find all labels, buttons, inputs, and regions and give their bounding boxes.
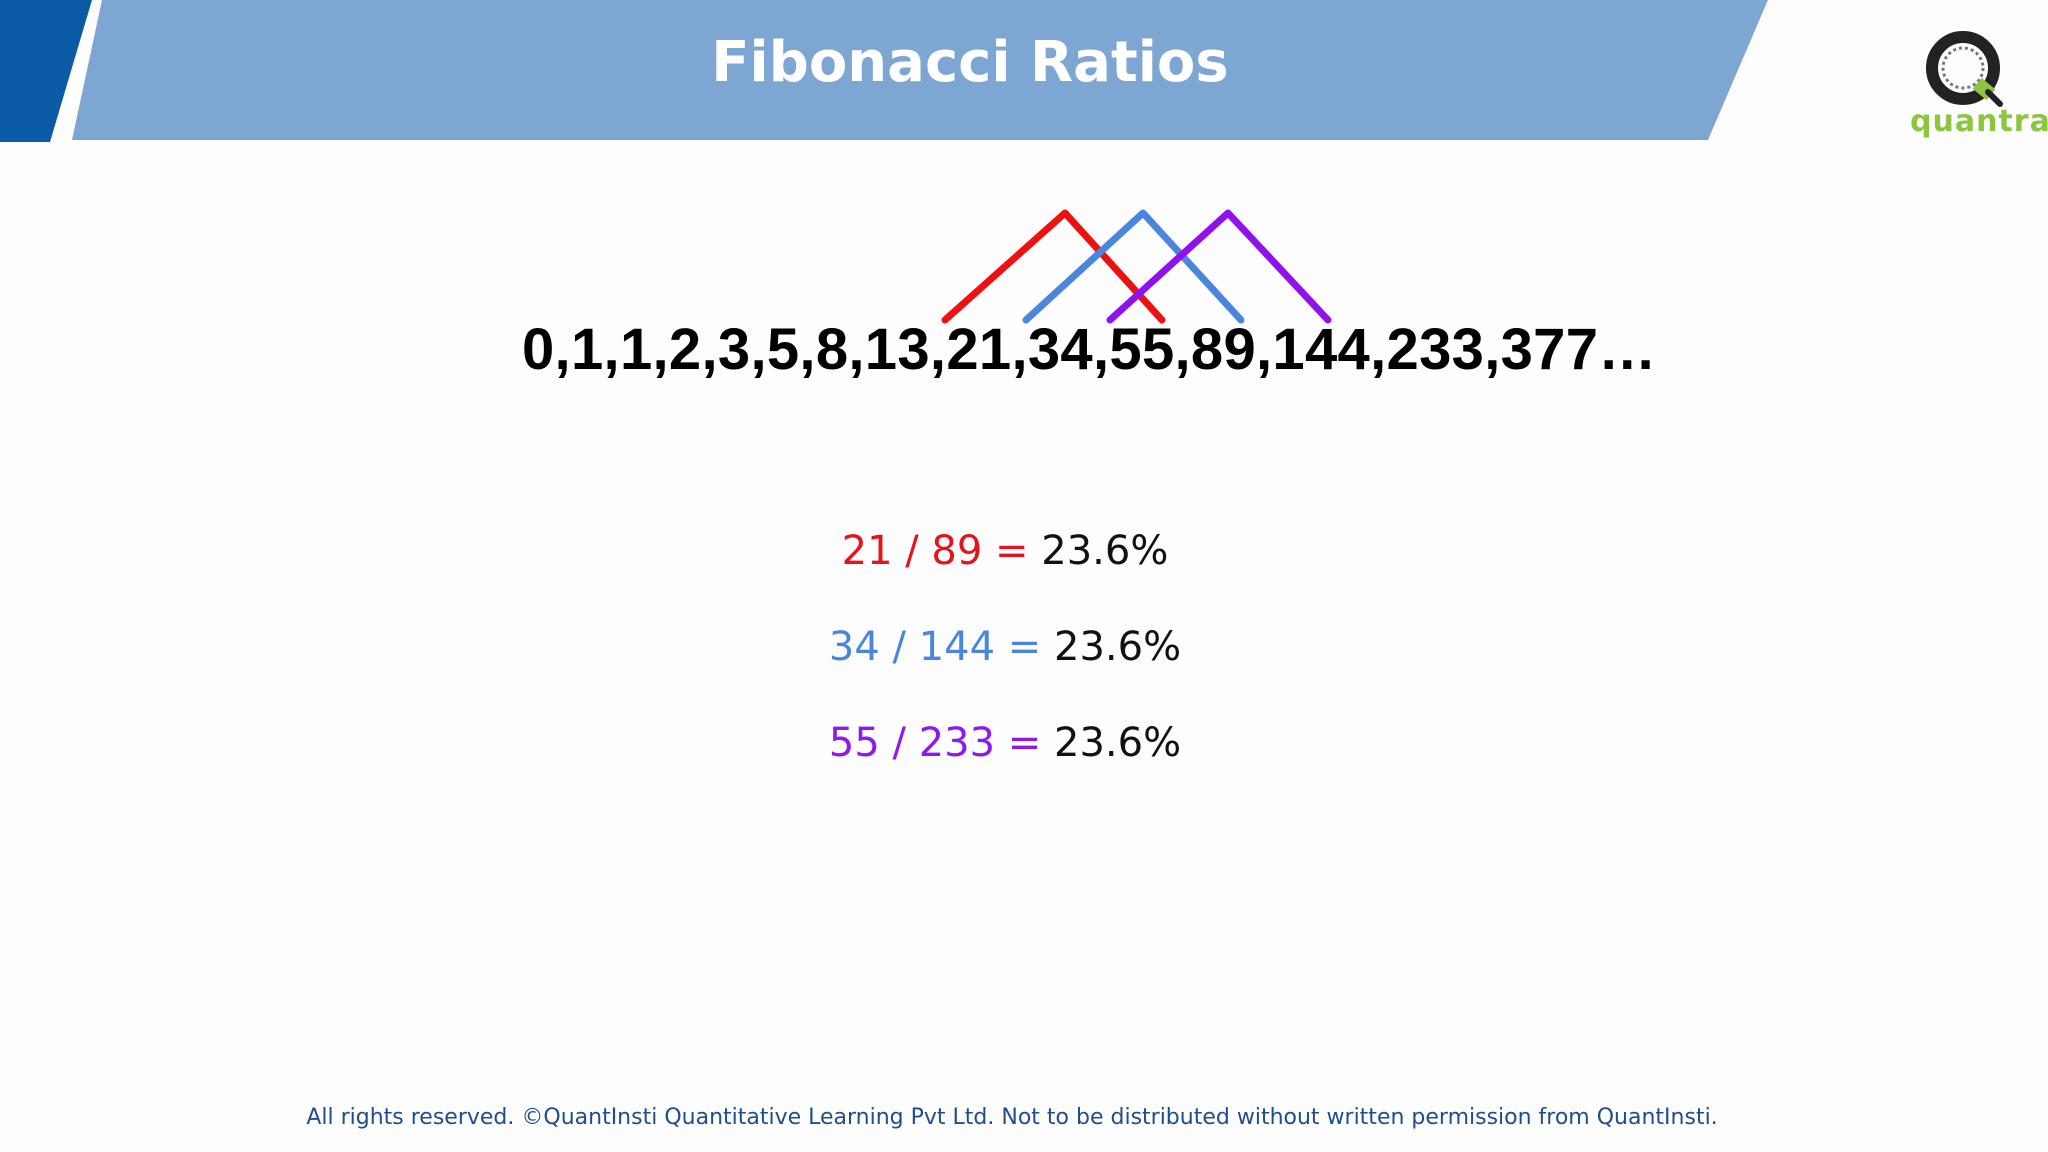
ratio-line-1: 21 / 89 = 23.6% bbox=[0, 528, 2010, 574]
ratio-expression: 34 / 144 = bbox=[828, 624, 1042, 670]
bracket-red bbox=[941, 209, 1166, 324]
header-banner bbox=[0, 0, 1768, 142]
ratio-expression: 21 / 89 = bbox=[841, 528, 1029, 574]
fibonacci-sequence: 0,1,1,2,3,5,8,13,21,34,55,89,144,233,377… bbox=[522, 317, 1657, 382]
quantra-logo-icon bbox=[1926, 31, 2003, 107]
ratio-result: 23.6% bbox=[1041, 528, 1169, 574]
fibonacci-pairing-brackets bbox=[941, 209, 1332, 324]
header-accent-stripe bbox=[0, 0, 92, 142]
logo-text: quantra bbox=[1910, 104, 2048, 139]
bracket-purple bbox=[1106, 209, 1332, 324]
ratio-line-2: 34 / 144 = 23.6% bbox=[0, 624, 2010, 670]
ratio-expression: 55 / 233 = bbox=[828, 720, 1042, 766]
ratio-line-3: 55 / 233 = 23.6% bbox=[0, 720, 2010, 766]
ratio-result: 23.6% bbox=[1054, 624, 1182, 670]
ratio-result: 23.6% bbox=[1054, 720, 1182, 766]
slide-title: Fibonacci Ratios bbox=[711, 30, 1229, 95]
copyright-footer: All rights reserved. ©QuantInsti Quantit… bbox=[306, 1105, 1718, 1130]
header-bar bbox=[72, 0, 1768, 140]
bracket-blue bbox=[1022, 209, 1245, 324]
